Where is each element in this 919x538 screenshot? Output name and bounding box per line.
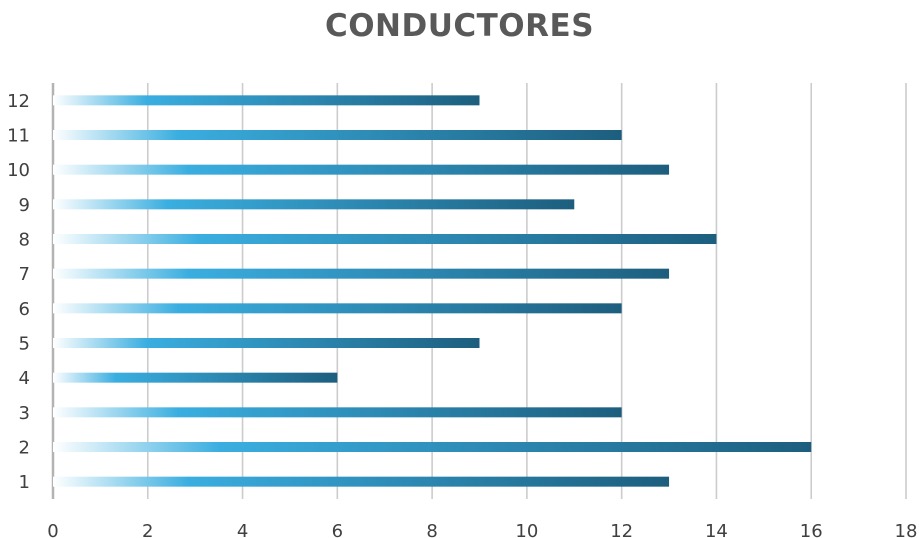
y-tick-label: 4 — [19, 368, 30, 389]
bar-7 — [53, 268, 670, 279]
x-tick-label: 8 — [426, 521, 437, 538]
y-tick-label: 2 — [19, 438, 30, 459]
x-tick-label: 14 — [705, 521, 728, 538]
y-tick-label: 7 — [19, 264, 30, 285]
x-tick-label: 2 — [142, 521, 153, 538]
bar-1 — [53, 476, 670, 487]
bar-4 — [53, 372, 338, 383]
bar-9 — [53, 199, 575, 210]
x-tick-labels: 0 2 4 6 8 10 12 14 16 18 — [47, 521, 917, 538]
bar-6 — [53, 303, 622, 314]
x-tick-label: 4 — [237, 521, 248, 538]
x-tick-label: 10 — [515, 521, 538, 538]
bar-12 — [53, 95, 480, 106]
x-tick-label: 16 — [800, 521, 823, 538]
x-tick-label: 18 — [895, 521, 918, 538]
y-tick-label: 12 — [7, 91, 30, 112]
x-tick-label: 0 — [47, 521, 58, 538]
gridlines — [51, 83, 907, 499]
y-tick-label: 8 — [19, 230, 30, 251]
bar-3 — [53, 407, 622, 418]
y-tick-label: 10 — [7, 160, 30, 181]
x-tick-label: 6 — [332, 521, 343, 538]
bars — [53, 95, 812, 487]
bar-5 — [53, 338, 480, 348]
y-tick-label: 9 — [19, 195, 30, 216]
y-tick-label: 1 — [19, 472, 30, 493]
y-tick-label: 6 — [19, 299, 30, 320]
bar-11 — [53, 130, 622, 140]
bar-8 — [53, 234, 717, 244]
y-tick-label: 5 — [19, 334, 30, 355]
x-tick-label: 12 — [610, 521, 633, 538]
chart-title: CONDUCTORES — [324, 8, 595, 44]
bar-2 — [53, 442, 812, 452]
y-tick-label: 3 — [19, 403, 30, 424]
y-tick-label: 11 — [7, 126, 30, 147]
bar-10 — [53, 164, 670, 175]
